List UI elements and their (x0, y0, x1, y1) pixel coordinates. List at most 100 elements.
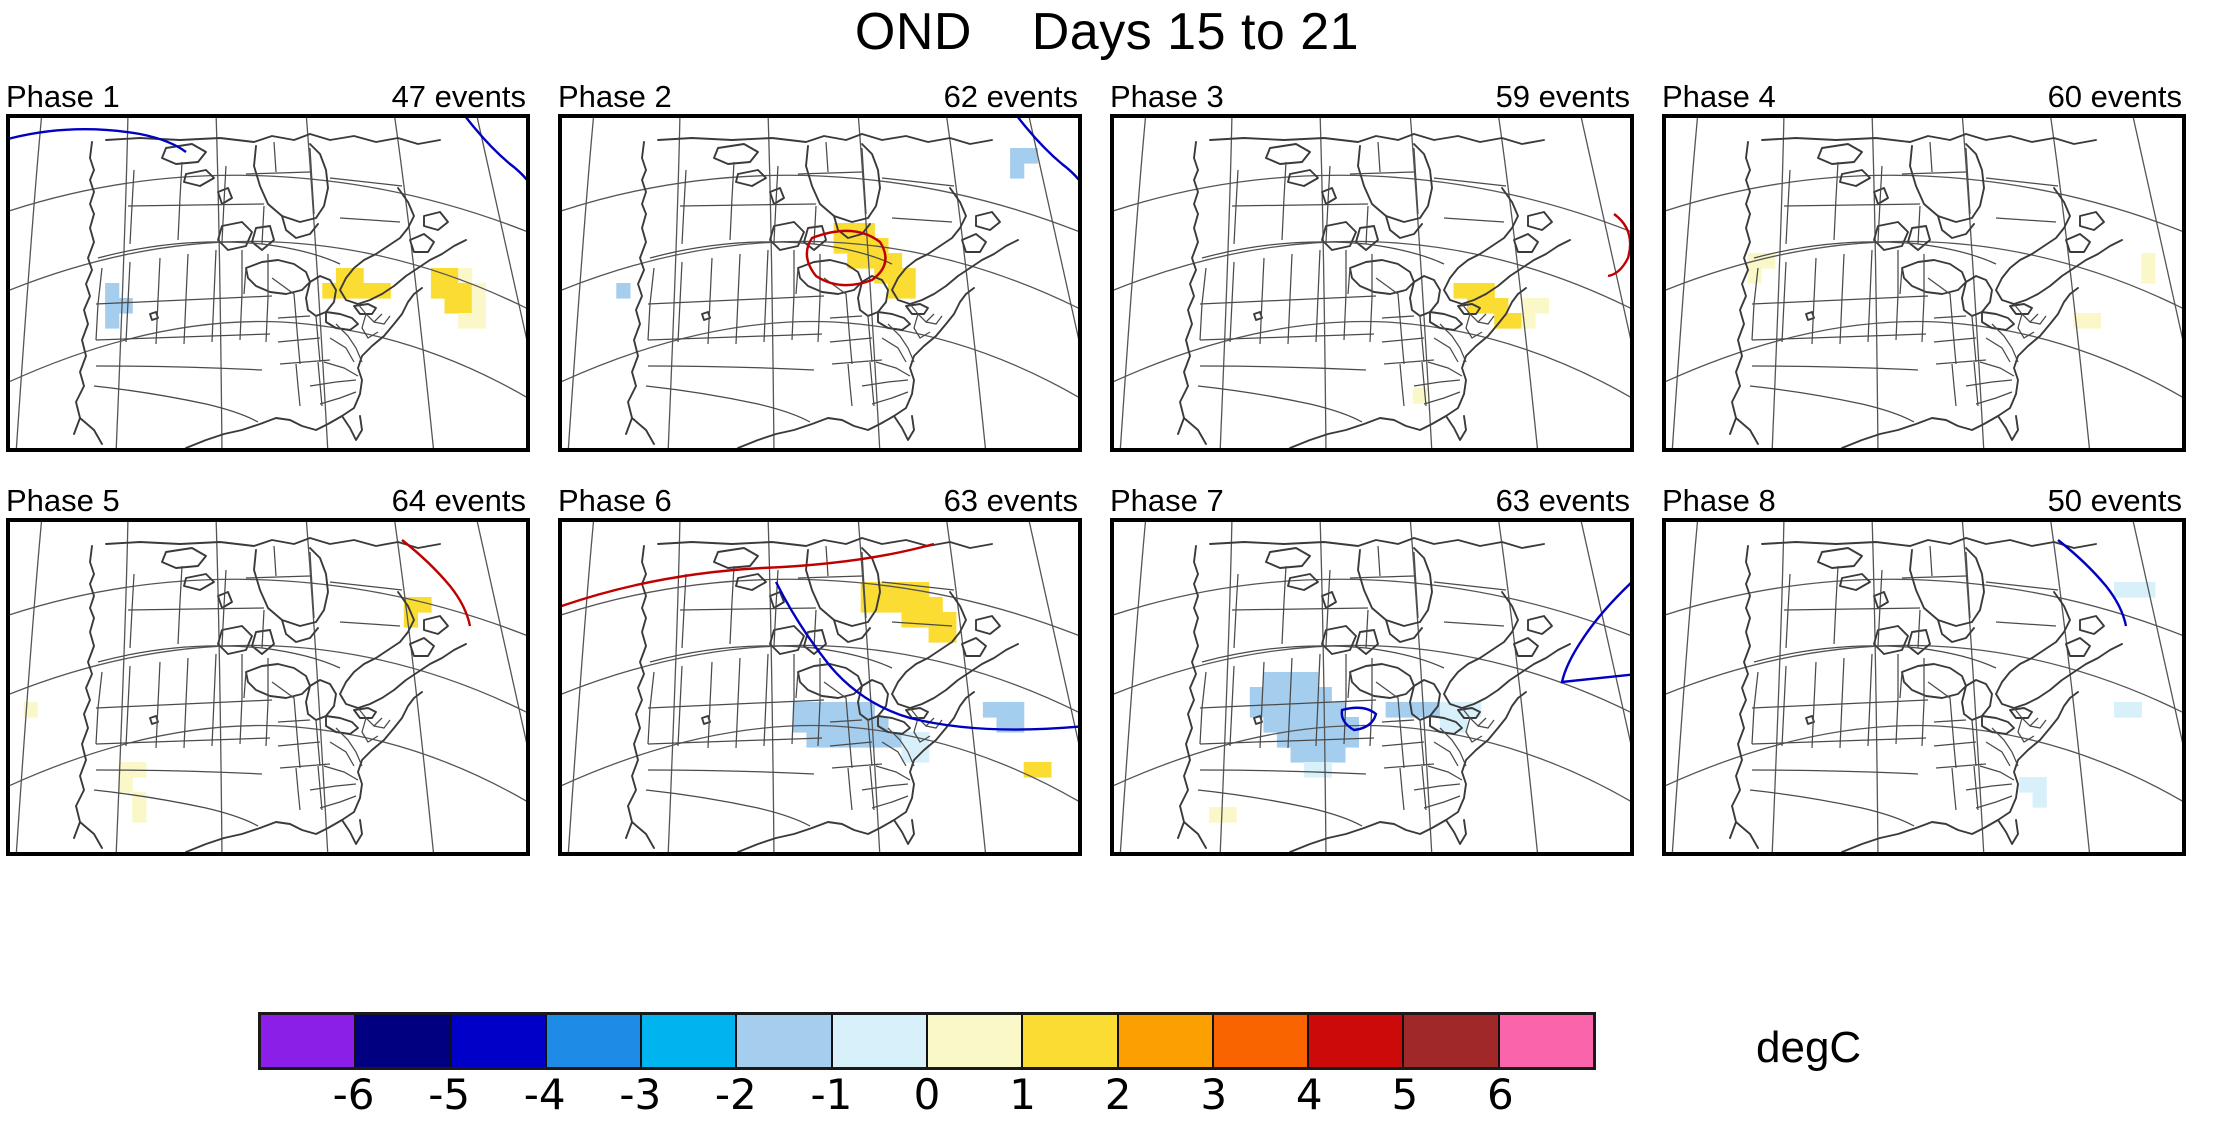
colorbar-segment-3[interactable] (546, 1015, 643, 1067)
map-box-phase-2[interactable] (558, 114, 1082, 452)
panel-event-count: 64 events (391, 483, 526, 518)
map-canvas-phase-7 (1114, 522, 1630, 852)
coastline-layer (1729, 133, 2123, 448)
panel-phase-8: Phase 8 50 events (1662, 482, 2186, 856)
panel-phase-6: Phase 6 63 events (558, 482, 1082, 856)
panel-phase-label: Phase 4 (1662, 79, 1776, 114)
graticule-lines (10, 118, 526, 448)
colorbar-tick-4: 4 (1295, 1070, 1323, 1119)
colorbar-tick-neg4: -4 (523, 1070, 566, 1119)
colorbar-segment-10[interactable] (1213, 1015, 1310, 1067)
panel-phase-5: Phase 5 64 events (6, 482, 530, 856)
panel-phase-label: Phase 5 (6, 483, 120, 518)
colorbar-segment-0[interactable] (261, 1015, 357, 1067)
map-canvas-phase-5 (10, 522, 526, 852)
shaded-anomaly-cells (616, 148, 1038, 299)
map-box-phase-4[interactable] (1662, 114, 2186, 452)
colorbar-segment-2[interactable] (451, 1015, 547, 1067)
panel-event-count: 60 events (2047, 79, 2182, 114)
panel-header-phase-3: Phase 3 59 events (1110, 78, 1630, 112)
graticule-lines (1666, 522, 2182, 852)
contour-overlay-layer (10, 118, 526, 181)
political-border-layer (1749, 141, 2059, 423)
coastline-layer (1177, 133, 1571, 448)
political-border-layer (645, 545, 955, 827)
panel-header-phase-7: Phase 7 63 events (1110, 482, 1630, 516)
panel-header-phase-2: Phase 2 62 events (558, 78, 1078, 112)
panel-header-phase-5: Phase 5 64 events (6, 482, 526, 516)
colorbar-segment-8[interactable] (1023, 1015, 1119, 1067)
political-border-layer (645, 141, 955, 423)
contour-overlay-layer (805, 118, 1078, 287)
contour-overlay-layer (1607, 213, 1630, 278)
colorbar-segment-4[interactable] (642, 1015, 738, 1067)
colorbar-tick-1: 1 (1009, 1070, 1036, 1119)
colorbar-segment-9[interactable] (1118, 1015, 1214, 1067)
panel-event-count: 63 events (943, 483, 1078, 518)
map-canvas-phase-2 (562, 118, 1078, 448)
coastline-layer (1729, 537, 2123, 852)
panel-event-count: 50 events (2047, 483, 2182, 518)
colorbar-tick-5: 5 (1391, 1070, 1419, 1119)
graticule-lines (562, 118, 1078, 448)
political-border-layer (93, 141, 403, 423)
colorbar-unit-label: degC (1756, 1023, 1862, 1072)
coastline-layer (73, 537, 467, 852)
panel-header-phase-1: Phase 1 47 events (6, 78, 526, 112)
map-box-phase-1[interactable] (6, 114, 530, 452)
panel-phase-label: Phase 1 (6, 79, 120, 114)
colorbar-tick-2: 2 (1104, 1070, 1132, 1119)
panel-grid: Phase 1 47 events Phase 2 62 events Phas… (0, 78, 2214, 928)
panel-phase-label: Phase 3 (1110, 79, 1224, 114)
colorbar-tick-labels: -6 -5 -4 -3 -2 -1 0 1 2 3 4 5 6 (258, 1074, 1596, 1120)
political-border-layer (1197, 545, 1507, 827)
colorbar-segment-6[interactable] (832, 1015, 928, 1067)
colorbar-segment-11[interactable] (1309, 1015, 1405, 1067)
panel-event-count: 63 events (1495, 483, 1630, 518)
panel-header-phase-4: Phase 4 60 events (1662, 78, 2182, 112)
colorbar[interactable] (258, 1012, 1596, 1070)
map-box-phase-5[interactable] (6, 518, 530, 856)
colorbar-segment-1[interactable] (356, 1015, 452, 1067)
shaded-anomaly-cells (105, 268, 486, 329)
contour-overlay-layer (562, 542, 1078, 731)
coastline-layer (625, 537, 1019, 852)
panel-event-count: 59 events (1495, 79, 1630, 114)
map-box-phase-8[interactable] (1662, 518, 2186, 856)
panel-header-phase-6: Phase 6 63 events (558, 482, 1078, 516)
shaded-anomaly-cells (2019, 582, 2156, 808)
map-canvas-phase-8 (1666, 522, 2182, 852)
colorbar-tick-6: 6 (1487, 1070, 1514, 1119)
contour-overlay-layer (2057, 539, 2128, 627)
panel-header-phase-8: Phase 8 50 events (1662, 482, 2182, 516)
panel-phase-3: Phase 3 59 events (1110, 78, 1634, 452)
colorbar-tick-3: 3 (1200, 1070, 1228, 1119)
political-border-layer (1197, 141, 1507, 423)
colorbar-segment-5[interactable] (737, 1015, 833, 1067)
graticule-lines (10, 522, 526, 852)
colorbar-segment-12[interactable] (1404, 1015, 1500, 1067)
colorbar-segment-7[interactable] (927, 1015, 1024, 1067)
panel-phase-7: Phase 7 63 events (1110, 482, 1634, 856)
graticule-lines (1114, 118, 1630, 448)
map-canvas-phase-3 (1114, 118, 1630, 448)
panel-phase-label: Phase 2 (558, 79, 672, 114)
political-border-layer (93, 545, 403, 827)
panel-phase-2: Phase 2 62 events (558, 78, 1082, 452)
contour-overlay-layer (401, 539, 472, 627)
colorbar-tick-neg1: -1 (810, 1070, 853, 1119)
map-canvas-phase-4 (1666, 118, 2182, 448)
coastline-layer (1177, 537, 1571, 852)
map-box-phase-7[interactable] (1110, 518, 1634, 856)
panel-event-count: 47 events (391, 79, 526, 114)
map-canvas-phase-6 (562, 522, 1078, 852)
panel-phase-label: Phase 8 (1662, 483, 1776, 518)
map-box-phase-3[interactable] (1110, 114, 1634, 452)
map-box-phase-6[interactable] (558, 518, 1082, 856)
graticule-lines (1666, 118, 2182, 448)
panel-phase-label: Phase 6 (558, 483, 672, 518)
colorbar-segment-13[interactable] (1499, 1015, 1593, 1067)
colorbar-area: -6 -5 -4 -3 -2 -1 0 1 2 3 4 5 6 degC (0, 1000, 2214, 1122)
figure-title: OND Days 15 to 21 (854, 3, 1360, 61)
panel-phase-4: Phase 4 60 events (1662, 78, 2186, 452)
